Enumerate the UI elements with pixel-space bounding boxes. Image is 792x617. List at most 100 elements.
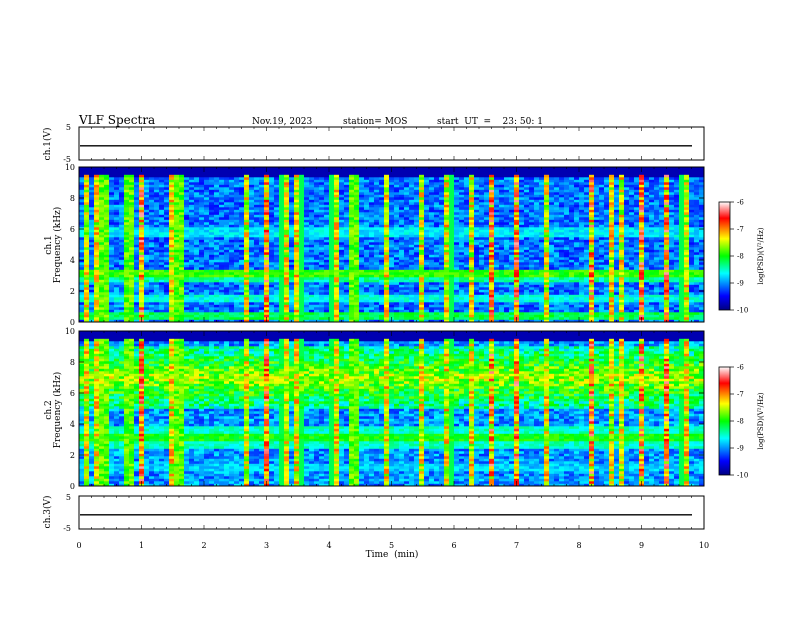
spectrogram-cell (314, 177, 319, 180)
spectrogram-cell (189, 177, 194, 180)
spectrogram-cell (84, 172, 89, 175)
spectrogram-cell (209, 252, 214, 255)
spectrogram-cell (384, 255, 389, 258)
spectrogram-cell (284, 262, 289, 265)
spectrogram-cell (424, 245, 429, 248)
spectrogram-cell (404, 177, 409, 180)
spectrogram-cell (164, 317, 169, 320)
spectrogram-cell (189, 235, 194, 238)
spectrogram-cell (219, 270, 224, 273)
spectrogram-cell (259, 255, 264, 258)
spectrogram-cell (434, 277, 439, 280)
spectrogram-cell (404, 230, 409, 233)
spectrogram-cell (144, 290, 149, 293)
spectrogram-cell (104, 232, 109, 235)
spectrogram-cell (209, 180, 214, 183)
spectrogram-cell (264, 225, 269, 228)
spectrogram-cell (419, 242, 424, 245)
spectrogram-cell (379, 222, 384, 225)
spectrogram-cell (114, 310, 119, 313)
spectrogram-cell (384, 272, 389, 275)
spectrogram-cell (154, 297, 159, 300)
spectrogram-cell (194, 290, 199, 293)
spectrogram-cell (344, 222, 349, 225)
spectrogram-cell (309, 225, 314, 228)
spectrogram-cell (264, 182, 269, 185)
spectrogram-cell (309, 232, 314, 235)
spectrogram-cell (194, 245, 199, 248)
spectrogram-cell (254, 272, 259, 275)
spectrogram-cell (274, 215, 279, 218)
spectrogram-cell (464, 310, 469, 313)
spectrogram-cell (444, 315, 449, 318)
spectrogram-cell (239, 187, 244, 190)
spectrogram-cell (409, 195, 414, 198)
spectrogram-cell (439, 255, 444, 258)
spectrogram-cell (94, 310, 99, 313)
spectrogram-cell (459, 267, 464, 270)
spectrogram-cell (304, 285, 309, 288)
spectrogram-cell (449, 230, 454, 233)
spectrogram-cell (349, 317, 354, 320)
spectrogram-cell (249, 215, 254, 218)
spectrogram-cell (429, 215, 434, 218)
spectrogram-cell (449, 280, 454, 283)
spectrogram-cell (94, 290, 99, 293)
spectrogram-cell (84, 285, 89, 288)
spectrogram-cell (99, 275, 104, 278)
spectrogram-cell (439, 237, 444, 240)
spectrogram-cell (219, 260, 224, 263)
spectrogram-cell (269, 300, 274, 303)
spectrogram-cell (164, 197, 169, 200)
spectrogram-cell (359, 185, 364, 188)
spectrogram-cell (339, 252, 344, 255)
spectrogram-cell (409, 190, 414, 193)
spectrogram-cell (324, 217, 329, 220)
spectrogram-cell (159, 275, 164, 278)
spectrogram-cell (104, 242, 109, 245)
spectrogram-cell (99, 285, 104, 288)
spectrogram-cell (384, 317, 389, 320)
spectrogram-cell (144, 280, 149, 283)
spectrogram-cell (164, 192, 169, 195)
spectrogram-cell (359, 180, 364, 183)
spectrogram-cell (404, 170, 409, 173)
spectrogram-cell (124, 305, 129, 308)
spectrogram-cell (139, 292, 144, 295)
spectrogram-cell (394, 252, 399, 255)
spectrogram-cell (409, 270, 414, 273)
spectrogram-cell (434, 302, 439, 305)
station-label: station= MOS (343, 117, 407, 127)
spectrogram-cell (209, 210, 214, 213)
spectrogram-cell (99, 172, 104, 175)
spectrogram-cell (224, 295, 229, 298)
spectrogram-cell (144, 197, 149, 200)
spectrogram-cell (394, 222, 399, 225)
spectrogram-cell (214, 302, 219, 305)
spectrogram-cell (424, 240, 429, 243)
spectrogram-cell (309, 247, 314, 250)
spectrogram-cell (314, 175, 319, 178)
spectrogram-cell (354, 202, 359, 205)
spectrogram-cell (334, 315, 339, 318)
spectrogram-cell (134, 282, 139, 285)
spectrogram-cell (259, 257, 264, 260)
spectrogram-cell (434, 210, 439, 213)
spectrogram-cell (89, 185, 94, 188)
spectrogram-cell (104, 262, 109, 265)
spectrogram-cell (204, 207, 209, 210)
spectrogram-cell (114, 197, 119, 200)
spectrogram-cell (89, 237, 94, 240)
spectrogram-cell (179, 300, 184, 303)
spectrogram-cell (279, 187, 284, 190)
spectrogram-cell (439, 225, 444, 228)
spectrogram-cell (374, 267, 379, 270)
spectrogram-cell (194, 235, 199, 238)
spectrogram-cell (464, 282, 469, 285)
spectrogram-cell (179, 220, 184, 223)
spectrogram-cell (124, 317, 129, 320)
spectrogram-cell (179, 315, 184, 318)
spectrogram-cell (294, 292, 299, 295)
spectrogram-cell (354, 250, 359, 253)
spectrogram-cell (79, 307, 84, 310)
